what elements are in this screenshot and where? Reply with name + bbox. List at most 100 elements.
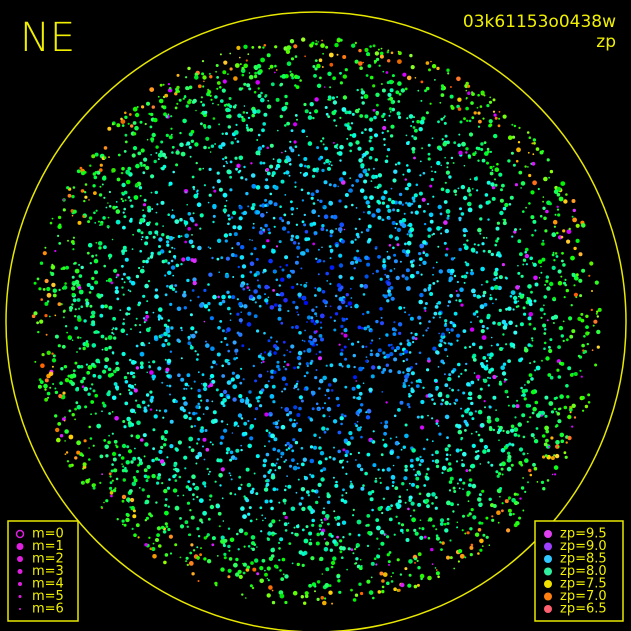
star [322, 260, 326, 263]
star [410, 371, 415, 376]
star [382, 572, 388, 577]
star [448, 387, 451, 390]
star [449, 476, 454, 481]
star [388, 369, 393, 373]
star [520, 187, 522, 189]
star [408, 405, 411, 409]
star [227, 114, 232, 119]
star [477, 146, 481, 151]
star [445, 394, 450, 399]
star [320, 227, 325, 232]
star [82, 462, 87, 467]
star [489, 294, 492, 296]
star [366, 325, 370, 329]
star [306, 165, 311, 169]
star [411, 196, 416, 201]
star [420, 415, 424, 419]
star [258, 373, 263, 378]
star [384, 533, 387, 536]
star [388, 234, 393, 239]
star [72, 298, 77, 303]
star [266, 146, 270, 150]
star [71, 286, 76, 291]
star [306, 191, 310, 195]
star [90, 413, 92, 416]
star [167, 83, 170, 86]
star [377, 348, 382, 353]
star [197, 402, 200, 406]
star [469, 545, 474, 550]
star [171, 209, 174, 211]
star [430, 166, 433, 168]
star [295, 223, 299, 226]
star [443, 522, 447, 526]
star [223, 538, 228, 543]
star [485, 359, 489, 363]
star [412, 199, 416, 203]
star [146, 101, 150, 106]
star [158, 245, 161, 248]
star [387, 59, 391, 63]
star [311, 489, 315, 493]
star [129, 371, 134, 376]
star [443, 241, 447, 245]
star [397, 499, 402, 504]
star [367, 491, 373, 496]
star [130, 497, 135, 503]
star [577, 316, 582, 321]
star [558, 196, 564, 202]
star [71, 214, 74, 217]
star [524, 384, 526, 386]
star [406, 233, 409, 236]
star [407, 182, 412, 187]
star [358, 173, 364, 179]
star [252, 222, 255, 225]
star [251, 46, 255, 49]
star [534, 282, 539, 287]
star [374, 51, 380, 56]
star [293, 419, 296, 422]
star [215, 388, 219, 392]
star [74, 326, 78, 330]
star [219, 53, 222, 56]
star [432, 316, 435, 319]
star [563, 296, 566, 299]
star [402, 359, 405, 363]
star [291, 76, 295, 80]
star [316, 63, 321, 69]
star [446, 140, 450, 145]
star [333, 319, 336, 322]
star [132, 132, 137, 136]
star [329, 229, 334, 234]
star [341, 317, 344, 320]
star [543, 341, 547, 345]
star [300, 446, 304, 450]
star [156, 234, 159, 236]
star [543, 328, 547, 331]
star [456, 333, 461, 338]
star [341, 494, 344, 497]
star [376, 199, 381, 204]
star [158, 98, 164, 104]
star [486, 448, 491, 453]
star [440, 226, 443, 229]
star [525, 263, 529, 266]
star [479, 502, 483, 507]
star [328, 590, 333, 595]
star [197, 371, 200, 374]
star [120, 197, 123, 201]
star [225, 256, 230, 261]
star [353, 375, 357, 380]
star [443, 341, 446, 344]
star [495, 253, 499, 257]
star [108, 205, 112, 208]
star [377, 590, 382, 594]
star [416, 559, 419, 563]
star [374, 246, 378, 249]
star [193, 380, 196, 383]
star [437, 575, 440, 579]
star [566, 229, 572, 235]
star [571, 329, 576, 334]
star [457, 429, 463, 435]
star [243, 495, 246, 498]
